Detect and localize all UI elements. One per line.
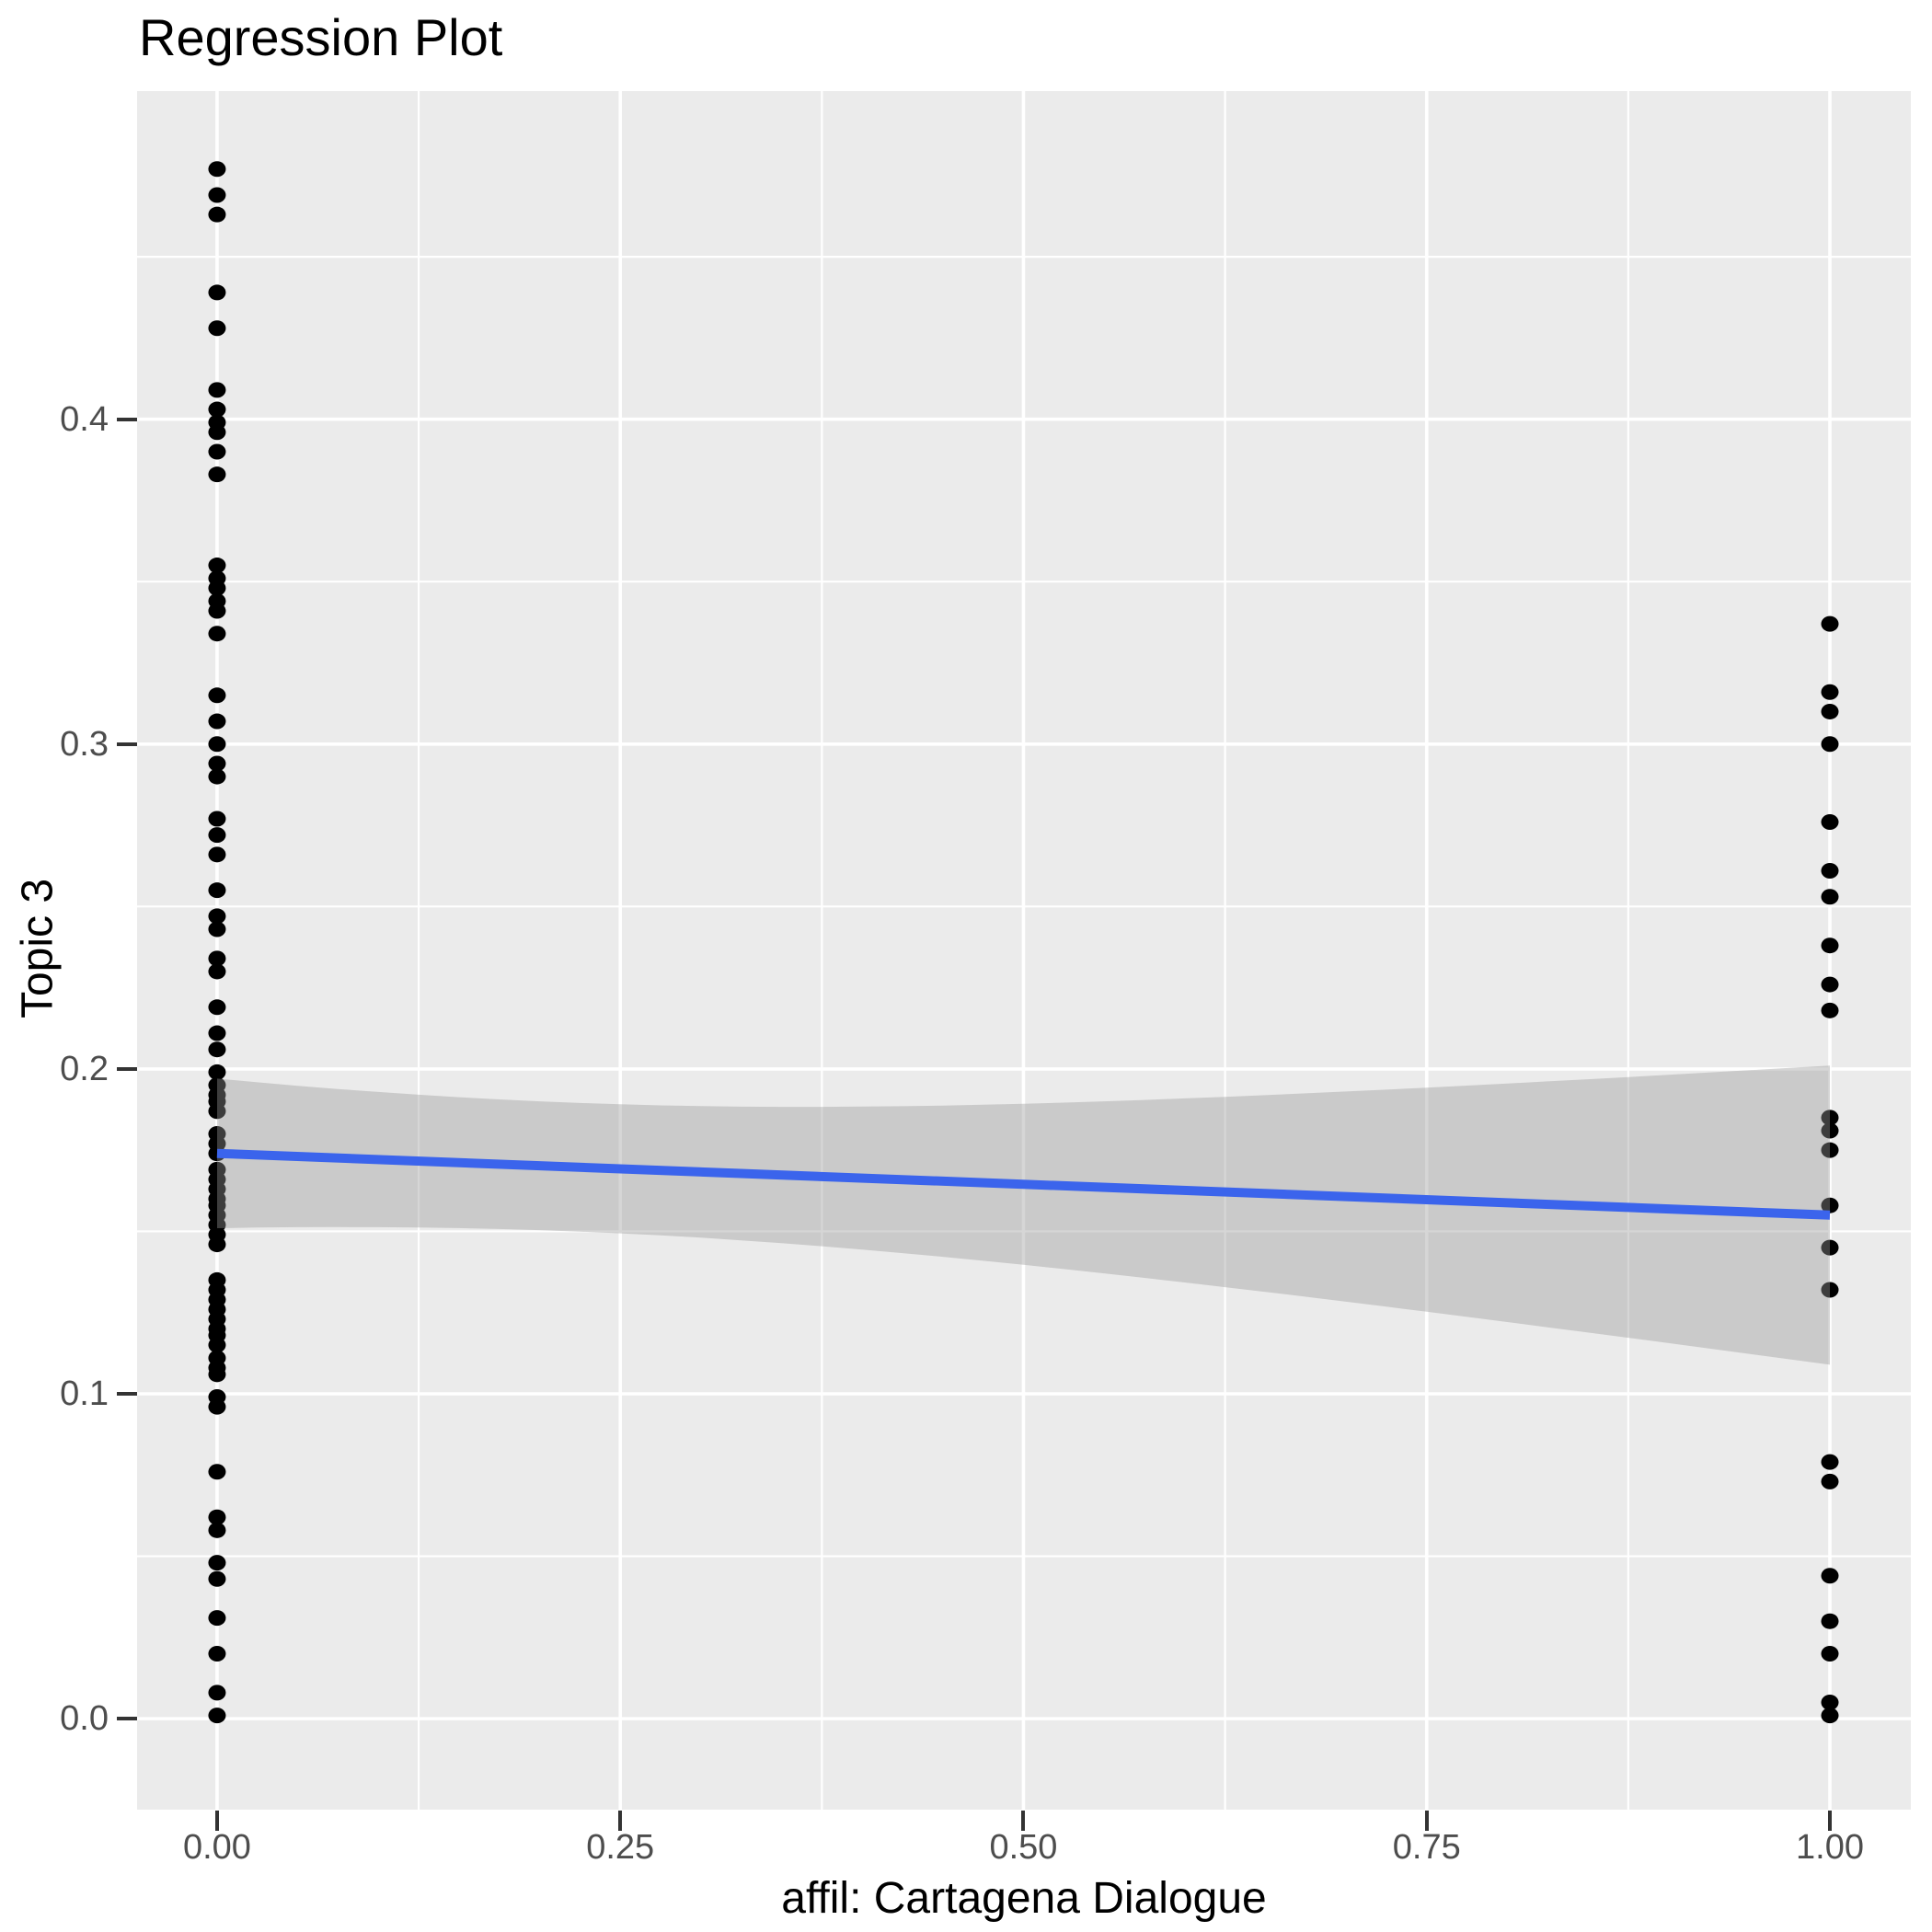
chart-title: Regression Plot xyxy=(139,8,503,66)
x-tick-label: 1.00 xyxy=(1796,1828,1864,1867)
data-point xyxy=(1821,1473,1839,1489)
x-axis-title: affil: Cartagena Dialogue xyxy=(781,1874,1267,1923)
data-point xyxy=(208,161,226,178)
data-point xyxy=(1821,1282,1839,1298)
data-point xyxy=(208,466,226,483)
data-point xyxy=(1821,814,1839,831)
data-point xyxy=(1821,684,1839,700)
data-point xyxy=(1821,703,1839,719)
data-point xyxy=(208,1337,226,1353)
x-tick-mark xyxy=(1827,1811,1832,1831)
data-point xyxy=(1821,1694,1839,1710)
x-tick-mark xyxy=(1424,1811,1429,1831)
data-point xyxy=(208,424,226,441)
y-tick-mark xyxy=(117,417,137,421)
y-tick-mark xyxy=(117,1392,137,1396)
data-point xyxy=(208,768,226,785)
data-point xyxy=(208,580,226,596)
y-tick-label: 0.0 xyxy=(60,1699,109,1739)
data-point xyxy=(1821,1122,1839,1139)
data-point xyxy=(208,206,226,223)
data-point xyxy=(208,963,226,980)
y-tick-mark xyxy=(117,742,137,746)
data-point xyxy=(208,1646,226,1662)
data-point xyxy=(1821,736,1839,753)
data-point xyxy=(208,558,226,574)
data-point xyxy=(208,187,226,203)
x-tick-label: 0.50 xyxy=(989,1828,1058,1867)
data-point xyxy=(208,382,226,398)
data-point xyxy=(208,1685,226,1701)
data-point xyxy=(1821,1002,1839,1018)
data-point xyxy=(208,626,226,642)
data-point xyxy=(1821,615,1839,632)
y-tick-mark xyxy=(117,1717,137,1721)
data-point xyxy=(208,1555,226,1571)
data-point xyxy=(208,1236,226,1253)
data-point xyxy=(1821,1197,1839,1213)
data-point xyxy=(1821,1708,1839,1724)
data-point xyxy=(208,827,226,844)
data-point xyxy=(1821,1110,1839,1126)
data-point xyxy=(208,713,226,730)
data-point xyxy=(208,284,226,301)
data-point xyxy=(1821,1613,1839,1629)
data-point xyxy=(208,1025,226,1041)
data-point xyxy=(208,1509,226,1525)
y-axis-title: Topic 3 xyxy=(13,878,63,1019)
data-point xyxy=(208,1522,226,1538)
data-point xyxy=(208,401,226,418)
data-point xyxy=(208,1041,226,1058)
data-point xyxy=(208,999,226,1016)
data-point xyxy=(208,846,226,863)
x-tick-label: 0.00 xyxy=(182,1828,251,1867)
data-point xyxy=(208,1398,226,1415)
data-point xyxy=(208,921,226,937)
x-tick-label: 0.25 xyxy=(586,1828,655,1867)
data-point xyxy=(1821,862,1839,879)
y-tick-label: 0.4 xyxy=(60,399,109,439)
data-point xyxy=(1821,1646,1839,1662)
data-point xyxy=(208,443,226,460)
y-tick-mark xyxy=(117,1066,137,1071)
data-point xyxy=(208,603,226,619)
data-point xyxy=(208,687,226,704)
x-tick-label: 0.75 xyxy=(1392,1828,1461,1867)
data-point xyxy=(208,882,226,899)
data-point xyxy=(208,1610,226,1627)
data-point xyxy=(208,908,226,925)
x-tick-mark xyxy=(1021,1811,1026,1831)
plot-panel xyxy=(137,91,1911,1810)
data-point xyxy=(208,736,226,753)
data-point xyxy=(208,811,226,827)
data-point xyxy=(208,1366,226,1383)
regression-line xyxy=(216,1148,1831,1220)
data-point xyxy=(1821,937,1839,954)
data-point xyxy=(1821,1142,1839,1158)
data-point xyxy=(1821,976,1839,993)
data-point xyxy=(1821,889,1839,905)
data-point xyxy=(208,755,226,772)
data-point xyxy=(1821,1568,1839,1584)
data-point xyxy=(208,950,226,967)
data-point xyxy=(208,1103,226,1120)
x-tick-mark xyxy=(214,1811,219,1831)
data-point xyxy=(208,1464,226,1480)
data-point xyxy=(208,320,226,337)
y-tick-label: 0.2 xyxy=(60,1049,109,1088)
data-point xyxy=(208,1570,226,1587)
y-tick-label: 0.3 xyxy=(60,724,109,764)
y-tick-label: 0.1 xyxy=(60,1374,109,1413)
data-point xyxy=(208,1064,226,1080)
x-tick-mark xyxy=(618,1811,623,1831)
data-point xyxy=(208,1708,226,1724)
data-point xyxy=(1821,1239,1839,1256)
data-point xyxy=(1821,1454,1839,1470)
confidence-ribbon xyxy=(217,1065,1830,1365)
